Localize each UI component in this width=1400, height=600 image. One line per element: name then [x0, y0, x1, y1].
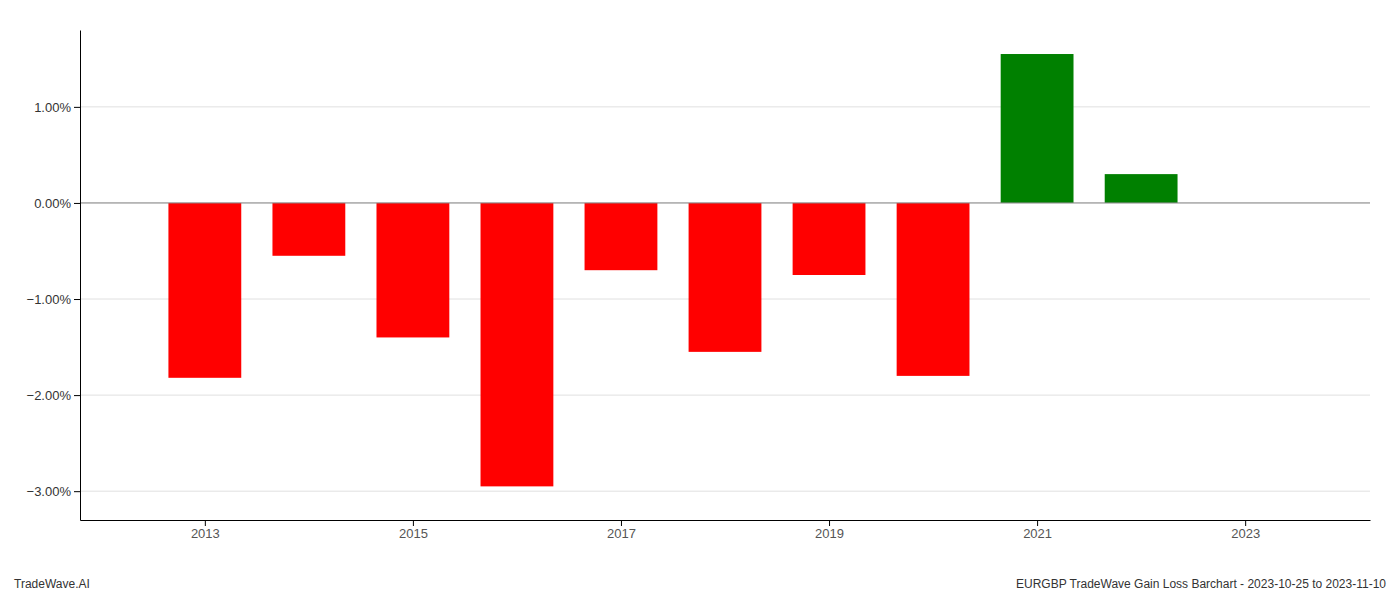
x-tick-label: 2019: [815, 526, 844, 541]
x-tick: 2015: [399, 520, 428, 541]
y-tick-mark: [74, 395, 80, 396]
x-tick-label: 2013: [191, 526, 220, 541]
bar: [272, 203, 345, 256]
bar: [897, 203, 970, 376]
bar: [168, 203, 241, 378]
bar: [376, 203, 449, 338]
x-tick-mark: [205, 520, 206, 526]
bar: [1105, 174, 1178, 203]
annotation: EURGBP TradeWave Gain Loss Barchart - 20…: [1016, 577, 1386, 591]
y-tick-mark: [74, 299, 80, 300]
x-tick-mark: [413, 520, 414, 526]
x-tick-mark: [829, 520, 830, 526]
x-tick-label: 2017: [607, 526, 636, 541]
x-axis: 2013 2015 2017 2019 2021 2023: [81, 520, 1371, 541]
y-tick: −1.00%: [27, 292, 80, 307]
x-tick-mark: [621, 520, 622, 526]
y-tick-label: −2.00%: [27, 388, 72, 403]
bar: [481, 203, 554, 486]
y-tick-mark: [74, 491, 80, 492]
grid: [80, 107, 1370, 491]
zero-line: [80, 202, 1370, 203]
x-axis-line: [81, 520, 1371, 521]
y-tick: −3.00%: [27, 484, 80, 499]
bar: [585, 203, 658, 270]
y-axis-line: [80, 31, 81, 521]
bar: [1001, 54, 1074, 203]
x-tick-label: 2021: [1023, 526, 1052, 541]
chart: 2013 2015 2017 2019 2021 2023 −3.00% −2.00% −1.0…: [0, 0, 1400, 600]
y-tick-mark: [74, 107, 80, 108]
x-tick: 2019: [815, 520, 844, 541]
bars: [80, 54, 1370, 486]
plot: 2013 2015 2017 2019 2021 2023 −3.00% −2.00% −1.0…: [27, 31, 1371, 542]
y-tick: 1.00%: [34, 100, 80, 115]
bar: [689, 203, 762, 352]
x-tick-mark: [1037, 520, 1038, 526]
y-axis: −3.00% −2.00% −1.00% 0.00% 1.00%: [27, 31, 81, 521]
x-tick-mark: [1245, 520, 1246, 526]
x-tick: 2017: [607, 520, 636, 541]
x-tick-label: 2023: [1231, 526, 1260, 541]
y-tick-label: −1.00%: [27, 292, 72, 307]
grid-line: [80, 202, 1370, 203]
y-tick-label: 1.00%: [34, 100, 71, 115]
bar: [793, 203, 866, 275]
y-tick: −2.00%: [27, 388, 80, 403]
annotation: TradeWave.AI: [14, 577, 90, 591]
grid-line: [80, 106, 1370, 107]
grid-line: [80, 395, 1370, 396]
y-tick: 0.00%: [34, 196, 80, 211]
x-tick-label: 2015: [399, 526, 428, 541]
y-tick-label: −3.00%: [27, 484, 72, 499]
footer: TradeWave.AI EURGBP TradeWave Gain Loss B…: [14, 577, 1386, 591]
grid-line: [80, 491, 1370, 492]
x-tick: 2023: [1231, 520, 1260, 541]
y-tick-label: 0.00%: [34, 196, 71, 211]
x-tick: 2013: [191, 520, 220, 541]
x-tick: 2021: [1023, 520, 1052, 541]
y-tick-mark: [74, 203, 80, 204]
